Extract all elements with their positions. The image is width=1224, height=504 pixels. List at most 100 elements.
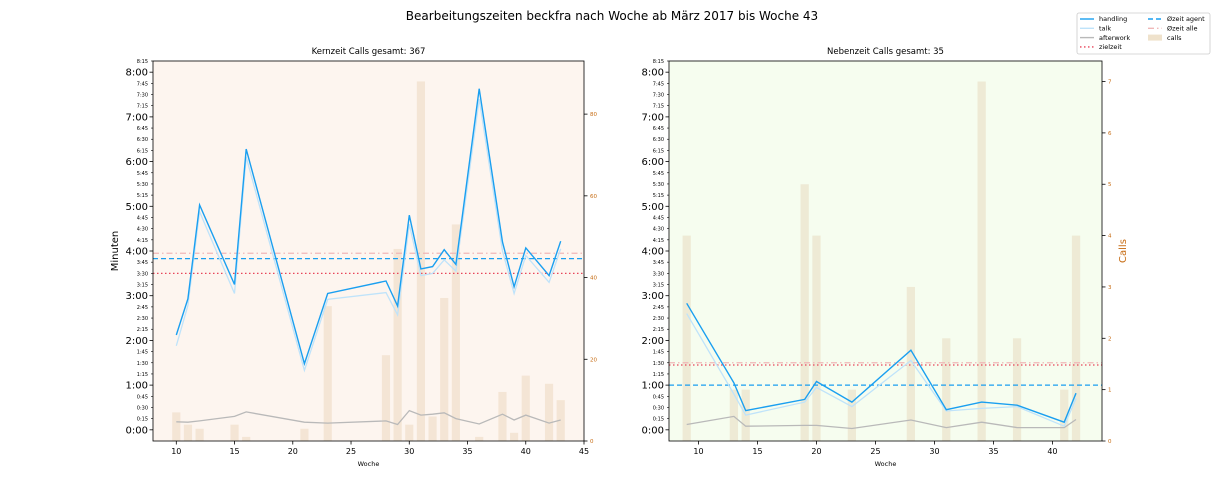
- calls-bar: [195, 428, 204, 441]
- y2-tick-label: 3: [1108, 285, 1112, 291]
- legend-box: [1076, 12, 1211, 55]
- y-tick-label: 3:00: [126, 291, 148, 302]
- kernzeit-chart: Kernzeit Calls gesamt: 367 10 15 20 25 30 35 40…: [110, 47, 597, 468]
- y-tick-label: 1:00: [126, 381, 148, 392]
- calls-bar: [682, 235, 691, 441]
- y-minor-tick-label: 0:15: [653, 417, 664, 423]
- calls-bar: [323, 306, 332, 441]
- y-minor-tick-label: 7:15: [653, 104, 664, 110]
- y-minor-tick-label: 0:30: [137, 405, 148, 411]
- calls-bar: [510, 432, 519, 441]
- x-tick-label: 45: [579, 447, 589, 456]
- y-minor-tick-label: 5:15: [137, 193, 148, 199]
- x-tick-label: 30: [929, 447, 939, 456]
- talk-line: [686, 313, 1077, 428]
- y-axis-label: Minuten: [110, 231, 121, 272]
- x-axis-label: Woche: [358, 460, 380, 468]
- calls-bar: [428, 416, 437, 441]
- plot-background: [669, 61, 1102, 441]
- handling-line: [175, 88, 562, 367]
- x-tick-label: 35: [462, 447, 472, 456]
- x-tick-label: 35: [988, 447, 998, 456]
- calls-bar: [544, 383, 554, 441]
- calls-bar: [172, 412, 181, 441]
- y-minor-tick-label: 5:15: [653, 193, 664, 199]
- calls-bar: [1060, 389, 1069, 441]
- y2-tick-label: 5: [1108, 182, 1112, 188]
- legend-label: Øzeit agent: [1167, 15, 1205, 23]
- y-tick-label: 8:00: [126, 68, 148, 79]
- calls-bar: [451, 224, 460, 441]
- legend-swatch: [1148, 34, 1162, 41]
- y-tick-label: 1:00: [642, 381, 664, 392]
- y-minor-tick-label: 5:30: [137, 182, 148, 188]
- calls-bar: [1012, 338, 1022, 441]
- y-minor-tick-label: 4:15: [653, 238, 664, 244]
- y-minor-tick-label: 2:30: [653, 316, 664, 322]
- y2-tick-label: 1: [1108, 388, 1112, 394]
- y-minor-tick-label: 3:30: [137, 271, 148, 277]
- calls-bar: [381, 355, 391, 441]
- y-minor-tick-label: 4:45: [137, 215, 148, 221]
- y-minor-tick-label: 2:45: [137, 305, 148, 311]
- calls-bar: [242, 436, 251, 441]
- calls-bar: [800, 184, 809, 442]
- y-tick-label: 7:00: [642, 112, 664, 123]
- y-tick-label: 0:00: [126, 425, 148, 436]
- calls-bar: [405, 424, 414, 441]
- y-minor-tick-label: 6:45: [653, 126, 664, 132]
- y-minor-tick-label: 1:30: [137, 361, 148, 367]
- legend-label: calls: [1167, 34, 1182, 42]
- y-minor-tick-label: 6:15: [137, 148, 148, 154]
- y-minor-tick-label: 4:30: [653, 227, 664, 233]
- calls-bar: [977, 81, 986, 442]
- y-minor-tick-label: 2:15: [653, 327, 664, 333]
- y-minor-tick-label: 1:30: [653, 361, 664, 367]
- y-minor-tick-label: 3:30: [653, 271, 664, 277]
- y-minor-tick-label: 6:45: [137, 126, 148, 132]
- y-minor-tick-label: 5:45: [137, 171, 148, 177]
- y2-tick-label: 80: [590, 112, 597, 118]
- y2-tick-label: 20: [590, 357, 597, 363]
- y-minor-tick-label: 0:15: [137, 417, 148, 423]
- calls-bar: [729, 389, 739, 441]
- y-minor-tick-label: 8:15: [137, 59, 148, 65]
- afterwork-line: [686, 415, 1077, 430]
- x-tick-label: 25: [346, 447, 356, 456]
- y-tick-label: 2:00: [642, 336, 664, 347]
- y-minor-tick-label: 0:30: [653, 405, 664, 411]
- handling-line: [686, 302, 1077, 424]
- y-tick-label: 2:00: [126, 336, 148, 347]
- y-minor-tick-label: 6:30: [653, 137, 664, 143]
- y-minor-tick-label: 0:45: [653, 394, 664, 400]
- y2-axis-label: Calls: [1118, 239, 1129, 263]
- y2-tick-label: 60: [590, 194, 597, 200]
- legend-label: zielzeit: [1099, 43, 1122, 51]
- calls-bar: [475, 436, 484, 441]
- calls-bar: [300, 428, 309, 441]
- y-tick-label: 8:00: [642, 68, 664, 79]
- y2-tick-label: 2: [1108, 336, 1112, 342]
- y-minor-tick-label: 7:45: [137, 81, 148, 87]
- x-tick-label: 10: [171, 447, 181, 456]
- y-minor-tick-label: 5:45: [653, 171, 664, 177]
- calls-bar: [906, 286, 915, 441]
- y-minor-tick-label: 3:15: [653, 283, 664, 289]
- y-minor-tick-label: 4:45: [653, 215, 664, 221]
- y-minor-tick-label: 3:45: [137, 260, 148, 266]
- plot-background: [153, 61, 584, 441]
- y-tick-label: 6:00: [642, 157, 664, 168]
- y-tick-label: 5:00: [642, 202, 664, 213]
- y-tick-label: 0:00: [642, 425, 664, 436]
- y-minor-tick-label: 2:15: [137, 327, 148, 333]
- calls-bar: [521, 375, 530, 441]
- x-tick-label: 25: [870, 447, 880, 456]
- y-minor-tick-label: 5:30: [653, 182, 664, 188]
- legend-label: talk: [1099, 25, 1111, 33]
- y-minor-tick-label: 8:15: [653, 59, 664, 65]
- y-tick-label: 5:00: [126, 202, 148, 213]
- y-minor-tick-label: 6:15: [653, 148, 664, 154]
- calls-bar: [847, 389, 857, 441]
